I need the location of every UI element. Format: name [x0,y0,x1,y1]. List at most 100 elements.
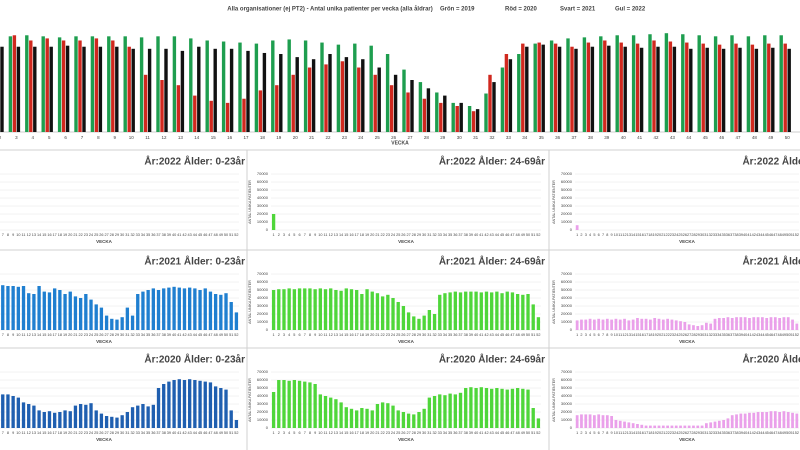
y-tick-label: 40000 [561,295,573,300]
x-tick-label: 27 [687,431,691,435]
x-tick-label: 2 [580,333,582,337]
bar [1,285,5,330]
bar [320,42,324,133]
bar [593,319,596,330]
x-tick-label: 11 [324,233,328,237]
bar [469,387,473,428]
x-tick-label: 22 [665,233,669,237]
bar [205,40,209,133]
bar [590,46,595,132]
bar [492,82,496,132]
x-tick-label: 21 [661,233,665,237]
x-tick-label: 32 [709,333,713,337]
bar [619,42,623,133]
x-tick-label: 43 [756,333,760,337]
x-tick-label: 5 [293,431,295,435]
bar [393,74,398,132]
x-tick-label: 49 [219,333,223,337]
x-tick-label: 20 [370,333,374,337]
bar [141,291,145,330]
bar [143,74,148,132]
x-tick-label: 45 [765,431,769,435]
x-tick-label: 20 [657,333,661,337]
x-tick-label: 16 [227,135,233,140]
y-tick-label: 70000 [257,369,269,374]
panel-title: År:2020 Ålder: 0-23år [144,353,245,366]
bar [443,293,447,330]
x-tick-label: 27 [687,233,691,237]
x-tick-label: 8 [7,233,9,237]
x-tick-label: 7 [304,233,306,237]
x-tick-label: 19 [653,333,657,337]
bar [730,35,734,132]
x-tick-label: 20 [370,431,374,435]
bar [336,44,341,132]
x-tick-label: 2 [278,431,280,435]
x-tick-label: 14 [37,233,41,237]
bar [722,318,725,330]
x-tick-label: 43 [188,233,192,237]
x-axis-title: VECKA [96,239,113,244]
x-tick-label: 33 [438,233,442,237]
x-tick-label: 37 [156,431,160,435]
bar [172,380,176,428]
x-tick-label: 20 [657,431,661,435]
x-tick-label: 24 [89,431,93,435]
x-tick-label: 14 [339,233,343,237]
bar [73,296,78,330]
bar [674,320,678,330]
bar [432,396,437,428]
bar [453,394,457,428]
bar [125,412,130,428]
x-tick-label: 41 [479,333,483,337]
bar [778,318,781,330]
x-tick-label: 20 [68,431,72,435]
x-tick-label: 31 [427,431,431,435]
bar [623,318,626,330]
bar [795,413,799,428]
bar [515,294,520,330]
bar [78,40,82,133]
bar [74,36,78,132]
bar [640,318,644,330]
x-tick-label: 50 [224,431,228,435]
y-tick-label: 20000 [561,409,573,414]
bar [783,43,787,132]
bar [41,36,45,132]
bar [644,425,648,428]
x-tick-label: 4 [589,333,591,337]
x-tick-label: 41 [747,431,751,435]
bar [193,288,197,330]
bar [115,46,119,132]
bar [401,306,406,330]
bar [636,318,639,330]
x-tick-label: 22 [79,431,83,435]
bar [198,290,202,330]
x-tick-label: 30 [120,333,124,337]
x-tick-label: 28 [412,431,416,435]
bar [291,74,295,132]
bar [584,414,588,428]
bar [743,413,747,428]
bar [61,40,66,133]
x-tick-label: 22 [381,333,385,337]
bar [735,317,738,330]
panel-title: År:2022 Ålder: 0-23år [144,155,245,168]
x-tick-label: 3 [283,431,285,435]
bar [271,40,275,133]
x-tick-label: 19 [653,233,657,237]
bar [162,288,166,330]
bar [631,423,635,428]
bar [334,399,338,428]
bar [110,416,114,428]
bar [355,290,359,330]
bar [713,318,717,330]
x-tick-label: 48 [214,333,218,337]
x-tick-label: 10 [614,233,618,237]
x-tick-label: 42 [484,233,488,237]
x-tick-label: 47 [773,333,777,337]
bar [47,292,52,330]
bar [687,324,691,330]
x-tick-label: 9 [114,135,117,140]
x-tick-label: 4 [32,135,35,140]
